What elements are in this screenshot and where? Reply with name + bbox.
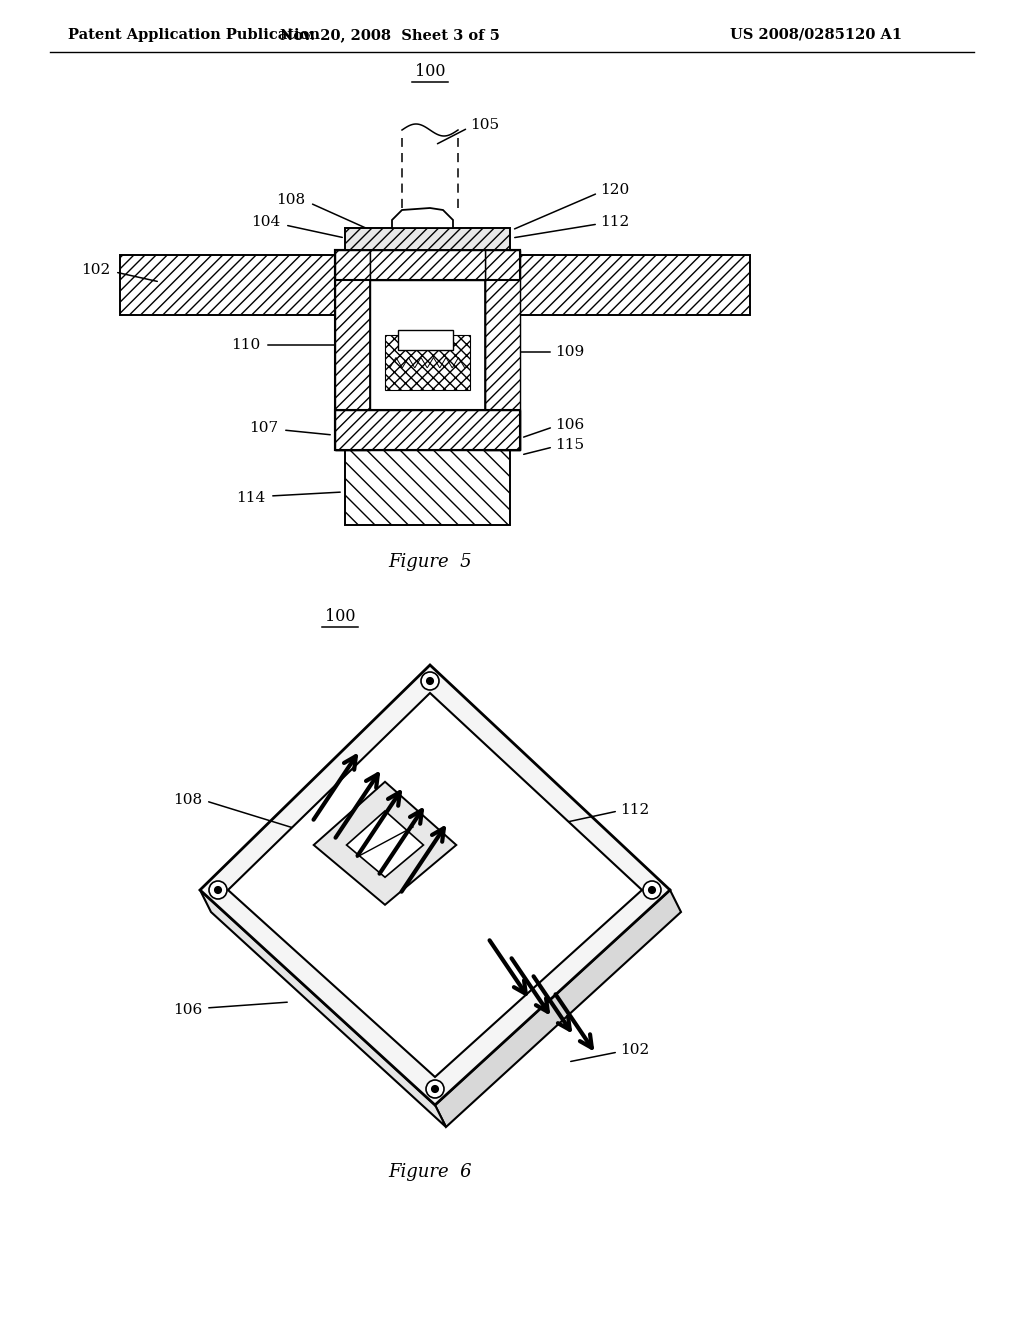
Text: 110: 110 (230, 338, 260, 352)
Polygon shape (392, 209, 453, 228)
Bar (345, 228, 510, 249)
Text: US 2008/0285120 A1: US 2008/0285120 A1 (730, 28, 902, 42)
Circle shape (431, 1085, 438, 1093)
Bar (345, 450, 510, 525)
Circle shape (648, 887, 655, 894)
Text: Nov. 20, 2008  Sheet 3 of 5: Nov. 20, 2008 Sheet 3 of 5 (280, 28, 500, 42)
Bar (120, 255, 335, 315)
Text: 109: 109 (555, 345, 585, 359)
Bar (370, 249, 485, 280)
Text: 112: 112 (620, 803, 649, 817)
Circle shape (427, 677, 433, 685)
Text: 102: 102 (620, 1043, 649, 1057)
Bar (385, 335, 470, 389)
Polygon shape (200, 665, 670, 1105)
Bar (520, 255, 750, 315)
Polygon shape (228, 693, 642, 1077)
Bar (398, 330, 453, 350)
Circle shape (209, 880, 227, 899)
Polygon shape (313, 781, 457, 904)
Text: Patent Application Publication: Patent Application Publication (68, 28, 319, 42)
Circle shape (426, 1080, 444, 1098)
Text: 114: 114 (236, 491, 265, 506)
Circle shape (643, 880, 662, 899)
Bar (335, 411, 520, 450)
Circle shape (421, 672, 439, 690)
Polygon shape (200, 890, 446, 1127)
Bar (335, 411, 520, 450)
Polygon shape (435, 890, 681, 1127)
Circle shape (214, 887, 221, 894)
Bar (335, 249, 520, 280)
Text: 100: 100 (325, 609, 355, 624)
Bar (370, 280, 485, 411)
Polygon shape (346, 810, 424, 878)
Text: 106: 106 (173, 1003, 202, 1016)
Text: 112: 112 (600, 215, 630, 228)
Text: 115: 115 (555, 438, 584, 451)
Bar (485, 249, 520, 450)
Bar (335, 249, 520, 450)
Bar (335, 249, 370, 450)
Text: 105: 105 (470, 117, 499, 132)
Text: 104: 104 (251, 215, 280, 228)
Text: 107: 107 (249, 421, 278, 436)
Text: 120: 120 (600, 183, 630, 197)
Text: 108: 108 (173, 793, 202, 807)
Text: Figure  6: Figure 6 (388, 1163, 472, 1181)
Text: 106: 106 (555, 418, 585, 432)
Text: 108: 108 (275, 193, 305, 207)
Text: 100: 100 (415, 63, 445, 81)
Text: 102: 102 (81, 263, 110, 277)
Text: Figure  5: Figure 5 (388, 553, 472, 572)
